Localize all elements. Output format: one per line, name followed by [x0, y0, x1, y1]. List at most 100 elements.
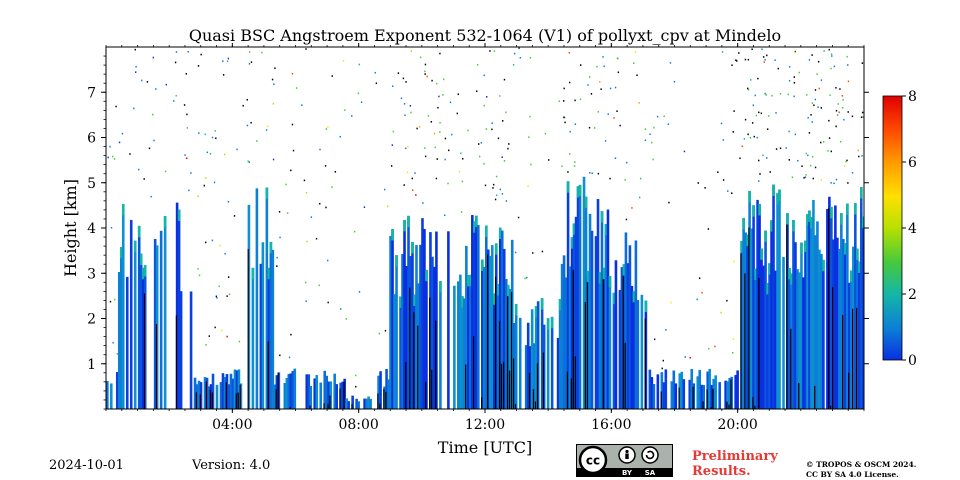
- data-speckle: [563, 87, 565, 90]
- data-column: [556, 337, 560, 409]
- data-speckle: [279, 236, 281, 239]
- data-speckle: [133, 107, 135, 110]
- data-column: [379, 371, 382, 409]
- data-speckle: [558, 100, 560, 103]
- data-speckle: [315, 237, 318, 240]
- data-speckle: [118, 141, 121, 144]
- data-speckle: [442, 94, 444, 96]
- data-column: [508, 289, 512, 409]
- data-column: [838, 248, 841, 409]
- data-speckle: [467, 129, 469, 132]
- data-dropout: [405, 362, 407, 409]
- data-speckle: [593, 127, 596, 129]
- data-speckle: [814, 89, 817, 91]
- data-column: [121, 204, 125, 409]
- data-speckle: [828, 119, 830, 122]
- data-speckle: [568, 153, 571, 155]
- data-speckle: [766, 128, 769, 130]
- data-cloud-top: [265, 187, 269, 199]
- data-speckle: [215, 295, 218, 298]
- data-column: [568, 266, 572, 409]
- data-speckle: [747, 88, 750, 91]
- data-column: [510, 239, 514, 409]
- data-column: [680, 371, 684, 409]
- data-speckle: [631, 207, 633, 209]
- data-speckle: [414, 172, 416, 174]
- data-column: [225, 374, 229, 409]
- data-column: [289, 373, 293, 409]
- data-speckle: [843, 118, 845, 121]
- data-speckle: [811, 121, 813, 123]
- data-speckle: [339, 135, 341, 138]
- data-speckle: [564, 121, 566, 124]
- data-speckle: [112, 341, 114, 344]
- colorbar-tick-label: 4: [908, 221, 917, 237]
- data-column: [584, 196, 588, 409]
- data-speckle: [544, 132, 547, 135]
- data-speckle: [238, 340, 241, 343]
- data-speckle: [113, 298, 116, 301]
- data-speckle: [462, 157, 464, 160]
- data-dropout: [712, 388, 714, 409]
- data-speckle: [501, 156, 503, 159]
- data-speckle: [173, 100, 175, 102]
- data-speckle: [186, 127, 189, 129]
- data-speckle: [410, 111, 412, 114]
- data-column: [802, 277, 805, 409]
- data-dropout: [506, 295, 509, 409]
- data-column: [776, 193, 779, 409]
- data-speckle: [720, 122, 723, 125]
- data-speckle: [211, 239, 214, 242]
- data-dropout: [417, 325, 419, 409]
- data-column: [117, 272, 121, 409]
- data-speckle: [733, 110, 735, 112]
- data-speckle: [214, 130, 216, 132]
- data-column: [109, 383, 113, 409]
- data-speckle: [561, 165, 563, 168]
- data-cloud-top: [856, 248, 859, 260]
- data-speckle: [107, 156, 109, 159]
- data-column: [758, 204, 761, 409]
- data-cloud-top: [754, 268, 757, 281]
- data-column: [273, 384, 277, 409]
- data-column: [413, 294, 416, 409]
- data-speckle: [360, 101, 363, 104]
- data-speckle: [797, 159, 799, 162]
- data-column: [622, 264, 626, 409]
- data-speckle: [424, 70, 426, 73]
- data-speckle: [276, 265, 278, 267]
- data-speckle: [726, 299, 728, 302]
- data-column: [852, 246, 855, 409]
- data-column: [467, 275, 470, 409]
- data-column: [143, 265, 147, 409]
- data-column: [768, 263, 771, 409]
- data-speckle: [484, 184, 487, 187]
- data-speckle: [831, 55, 833, 57]
- data-speckle: [386, 205, 389, 208]
- data-speckle: [744, 58, 747, 61]
- data-cloud-top: [622, 264, 626, 276]
- data-speckle: [205, 241, 207, 244]
- data-column: [692, 383, 696, 409]
- data-column: [598, 272, 602, 409]
- data-cloud-top: [407, 215, 410, 228]
- data-column: [702, 385, 706, 409]
- data-speckle: [248, 161, 251, 164]
- data-speckle: [708, 347, 710, 350]
- data-column: [215, 384, 219, 409]
- data-column: [407, 215, 410, 409]
- data-cloud-top: [496, 284, 500, 296]
- data-speckle: [753, 135, 755, 138]
- data-speckle: [760, 112, 763, 115]
- data-speckle: [246, 98, 248, 101]
- data-speckle: [276, 256, 278, 259]
- data-column: [453, 285, 456, 409]
- data-speckle: [286, 212, 289, 215]
- data-speckle: [405, 147, 407, 150]
- x-tick-label: 04:00: [212, 417, 252, 433]
- data-speckle: [419, 56, 422, 59]
- data-speckle: [175, 94, 177, 97]
- data-column: [129, 219, 133, 409]
- data-column: [706, 371, 710, 409]
- data-speckle: [807, 154, 809, 157]
